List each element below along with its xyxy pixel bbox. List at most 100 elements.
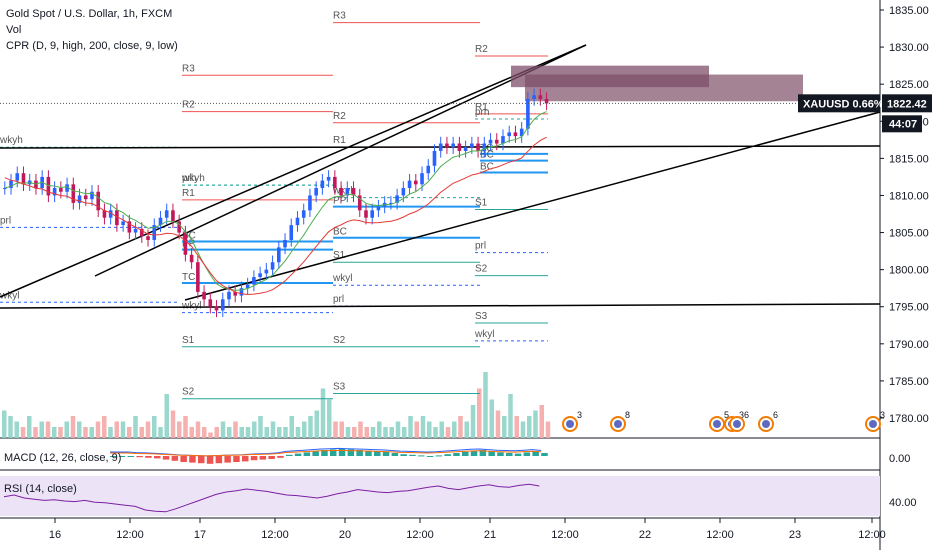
volume-bar [420, 416, 426, 438]
volume-bar [158, 427, 163, 438]
volume-bar [227, 427, 232, 438]
volume-bar [283, 427, 288, 438]
candle-body [171, 210, 175, 222]
x-tick-label: 16 [49, 529, 61, 541]
volume-bar [333, 421, 338, 438]
ema-red [4, 136, 547, 296]
volume-bar [470, 405, 476, 438]
volume-bar [177, 421, 182, 438]
ema-green [4, 111, 547, 291]
macd-bar [374, 451, 381, 456]
macd-axis-label: 0.00 [889, 453, 910, 465]
sr-level-label: S2 [475, 264, 488, 275]
volume-bar [445, 427, 451, 438]
macd-bar [180, 456, 187, 462]
candle-body [345, 188, 350, 196]
x-tick-label: 17 [194, 529, 206, 541]
candle-body [401, 188, 406, 196]
volume-bar [195, 421, 201, 438]
volume-bar [320, 388, 326, 438]
sr-level-label: R2 [333, 111, 346, 122]
candle-body [121, 221, 125, 226]
event-count: 5 [724, 410, 729, 420]
macd-bar [541, 453, 548, 456]
y-tick-label: 1830.00 [889, 42, 929, 54]
macd-bar [286, 454, 293, 456]
x-tick-label: 22 [639, 529, 651, 541]
volume-bar [14, 421, 19, 438]
candle-body [158, 217, 163, 226]
volume-bar [202, 427, 207, 438]
macd-bar [382, 451, 390, 456]
candle-body [196, 262, 200, 292]
candle-body [208, 299, 213, 307]
dashed-level-label: prh [182, 173, 196, 184]
candle-body [370, 210, 375, 218]
volume-bar [258, 416, 263, 438]
volume-bar [139, 427, 144, 438]
candle-body [445, 143, 449, 148]
volume-bar [245, 427, 251, 438]
macd-bar [206, 456, 214, 464]
candle-body [289, 225, 294, 240]
sr-level-label: R1 [333, 135, 346, 146]
candle-body [457, 143, 462, 151]
cpr-label: BC [480, 161, 494, 172]
candle-body [438, 143, 443, 151]
volume-bar [27, 416, 32, 438]
candle-body [252, 277, 256, 285]
candle-body [9, 180, 13, 189]
volume-bar [377, 421, 382, 438]
sr-level-label: R2 [182, 100, 195, 111]
candle-body [283, 239, 287, 248]
price-tag [882, 94, 932, 113]
legend-cpr[interactable]: CPR (D, 9, high, 200, close, 9, low) [6, 40, 178, 52]
rsi-band [0, 476, 880, 516]
candle-body [420, 173, 424, 185]
volume-bar [152, 416, 157, 438]
candle-body [395, 195, 399, 203]
volume-bar [83, 427, 88, 438]
volume-bar [252, 421, 257, 438]
candle-body [451, 143, 455, 148]
candle-body [189, 254, 194, 263]
macd-bar [277, 456, 284, 458]
candle-body [177, 221, 181, 233]
candle-body [507, 132, 512, 137]
macd-bar [215, 456, 223, 464]
macd-bar [268, 456, 275, 459]
macd-bar [110, 456, 117, 457]
macd-bar [233, 456, 240, 462]
candle-body [21, 173, 26, 185]
price-tag-text: 1822.42 [887, 98, 927, 110]
legend-vol[interactable]: Vol [6, 24, 22, 36]
macd-bar [470, 450, 478, 456]
volume-bar [114, 421, 119, 438]
sr-level-label: S3 [333, 382, 346, 393]
volume-bar [133, 416, 138, 438]
candle-body [245, 284, 250, 289]
trendline [0, 44, 587, 298]
macd-bar [330, 449, 337, 456]
macd-bar [453, 453, 460, 456]
countdown-text: 44:07 [889, 118, 917, 130]
macd-bar [444, 454, 451, 456]
event-count: 3 [577, 410, 582, 420]
volume-bar [495, 410, 501, 438]
volume-bar [427, 421, 432, 438]
volume-bar [239, 427, 244, 438]
cpr-label: BC [333, 227, 347, 238]
dashed-level-label: wkyl [332, 273, 352, 284]
candle-body [133, 228, 138, 233]
legend-symbol[interactable]: Gold Spot / U.S. Dollar, 1h, FXCM [6, 8, 173, 20]
volume-bar [439, 421, 444, 438]
macd-bar [198, 456, 205, 464]
volume-bar [345, 427, 351, 438]
dashed-level-label: prh [475, 107, 489, 118]
candle-body [164, 210, 169, 218]
y-tick-label: 1790.00 [889, 339, 929, 351]
event-count: 6 [744, 410, 749, 420]
candle-body [3, 188, 7, 190]
